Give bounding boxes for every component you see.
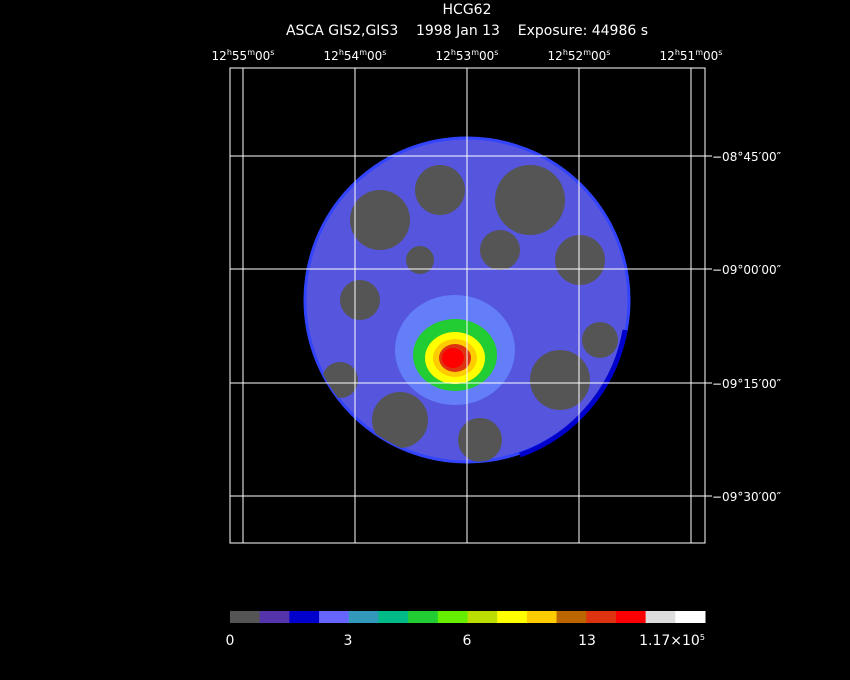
label-part: 12 <box>212 49 227 63</box>
label-part: 00 <box>367 49 382 63</box>
colorbar-label: 0 <box>226 633 235 649</box>
superscript: s <box>382 48 386 57</box>
ra-label: 12h54m00s <box>324 48 387 63</box>
label-part: 53 <box>456 49 471 63</box>
superscript: h <box>227 48 232 57</box>
label-part: 12 <box>324 49 339 63</box>
colorbar-segment <box>615 611 647 623</box>
label-part: 12 <box>436 49 451 63</box>
colorbar-segment <box>497 611 528 623</box>
superscript: m <box>359 48 367 57</box>
title: HCG62 <box>443 2 492 18</box>
label-part: 51 <box>680 49 695 63</box>
label-part: 52 <box>568 49 583 63</box>
label-part: 13 <box>578 633 596 649</box>
colorbar-label: 6 <box>463 633 472 649</box>
superscript: m <box>695 48 703 57</box>
superscript: 5 <box>700 633 705 642</box>
ra-label: 12h52m00s <box>548 48 611 63</box>
colorbar-segment <box>289 611 320 623</box>
label-part: 54 <box>344 49 359 63</box>
colorbar-segment <box>675 611 706 623</box>
label-part: 12 <box>660 49 675 63</box>
superscript: h <box>339 48 344 57</box>
superscript: h <box>675 48 680 57</box>
dec-label: −09°30′00″ <box>712 490 782 504</box>
label-part: 00 <box>479 49 494 63</box>
colorbar-label: 13 <box>578 633 596 649</box>
ra-label: 12h53m00s <box>436 48 499 63</box>
dec-label: −09°00′00″ <box>712 263 782 277</box>
labels: 12h55m00s 12h54m00s 12h53m00s 12h52m00s 12h5… <box>212 48 782 649</box>
label-part: 55 <box>232 49 247 63</box>
superscript: s <box>270 48 274 57</box>
colorbar-segment <box>230 611 261 623</box>
x-ray-image <box>303 136 631 464</box>
superscript: s <box>718 48 722 57</box>
superscript: h <box>563 48 568 57</box>
colorbar-segment <box>556 611 587 623</box>
grid <box>229 67 706 544</box>
colorbar-segment <box>526 611 558 623</box>
ra-label: 12h55m00s <box>212 48 275 63</box>
ra-label: 12h51m00s <box>660 48 723 63</box>
label-part: 0 <box>226 633 235 649</box>
label-part: 1.17×10 <box>639 633 700 649</box>
label-part: 12 <box>548 49 563 63</box>
dec-label: −08°45′00″ <box>712 150 782 164</box>
colorbar-segment <box>319 611 350 623</box>
colorbar-segment <box>348 611 379 623</box>
label-part: 00 <box>703 49 718 63</box>
superscript: s <box>494 48 498 57</box>
subtitle: ASCA GIS2,GIS3 1998 Jan 13 Exposure: 449… <box>286 23 648 39</box>
superscript: s <box>606 48 610 57</box>
colorbar-segment <box>645 611 676 623</box>
colorbar-segment <box>408 611 439 623</box>
superscript: h <box>451 48 456 57</box>
colorbar-segment <box>378 611 409 623</box>
colorbar-segment <box>467 611 498 623</box>
label-part: 6 <box>463 633 472 649</box>
superscript: m <box>247 48 255 57</box>
label-part: 3 <box>344 633 353 649</box>
colorbar-segment <box>437 611 468 623</box>
colorbar-segment <box>586 611 617 623</box>
label-part: 00 <box>591 49 606 63</box>
dec-label: −09°15′00″ <box>712 377 782 391</box>
colorbar-label: 3 <box>344 633 353 649</box>
label-part: 00 <box>255 49 270 63</box>
colorbar-label: 1.17×105 <box>639 633 705 649</box>
superscript: m <box>583 48 591 57</box>
superscript: m <box>471 48 479 57</box>
colorbar-segment <box>259 611 290 623</box>
